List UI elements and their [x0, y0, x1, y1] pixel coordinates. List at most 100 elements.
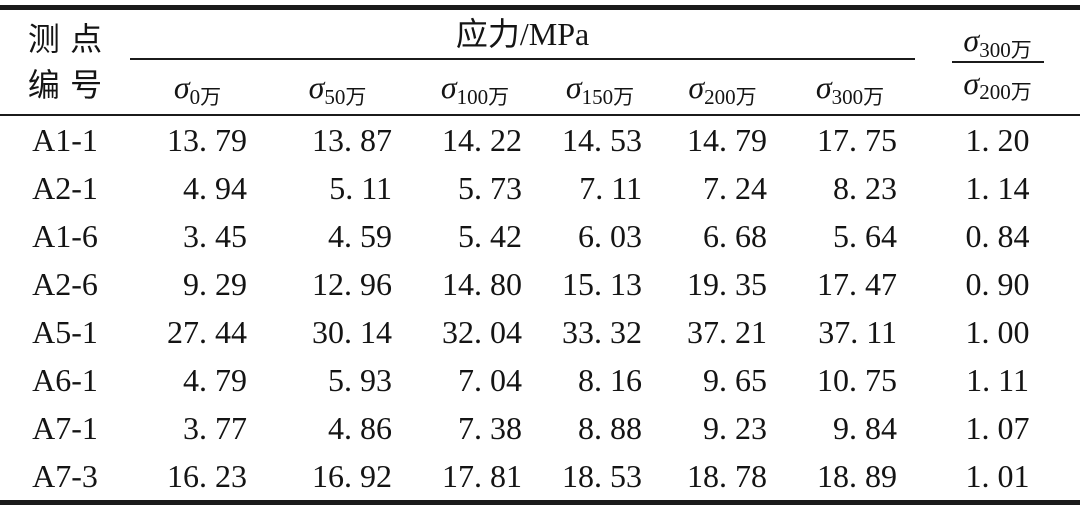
stress-value: 27. 44 [167, 314, 247, 350]
point-id: A2-1 [32, 170, 98, 206]
table-body: A1-1 13. 79 13. 87 14. 22 14. 53 14. 79 17. 75… [0, 115, 1080, 503]
stress-value: 17. 81 [442, 458, 522, 494]
col-header-point-id: 测点 编号 [0, 7, 130, 116]
ratio-value: 0. 84 [965, 218, 1030, 254]
point-id: A7-1 [32, 410, 98, 446]
stress-value: 3. 77 [183, 410, 247, 446]
stress-value: 8. 16 [578, 362, 642, 398]
stress-value: 16. 92 [312, 458, 392, 494]
group-header-label: 应力/MPa [455, 16, 590, 52]
stress-value: 4. 94 [183, 170, 247, 206]
stress-value: 7. 24 [703, 170, 767, 206]
stress-value: 4. 59 [328, 218, 392, 254]
col-header-sigma-0: σ0万 [130, 59, 265, 116]
point-id: A6-1 [32, 362, 98, 398]
stress-value: 14. 22 [442, 122, 522, 158]
stress-value: 15. 13 [562, 266, 642, 302]
ratio-value: 1. 14 [965, 170, 1030, 206]
stress-value: 8. 88 [578, 410, 642, 446]
ratio-value: 1. 00 [965, 314, 1030, 350]
table-row: A7-1 3. 77 4. 86 7. 38 8. 88 9. 23 9. 84 1. 07 [0, 404, 1080, 452]
stress-value: 3. 45 [183, 218, 247, 254]
stress-value: 4. 79 [183, 362, 247, 398]
col-header-stress-ratio: σ300万 σ200万 [915, 7, 1080, 116]
point-id: A2-6 [32, 266, 98, 302]
sigma-subscript: 150万 [581, 84, 635, 109]
stress-value: 33. 32 [562, 314, 642, 350]
col-header-sigma-300: σ300万 [785, 59, 916, 116]
fraction-bar [951, 60, 1044, 63]
header-row-sub: σ0万 σ50万 σ100万 σ150万 σ200万 σ300万 [0, 59, 1080, 116]
stress-value: 18. 78 [687, 458, 767, 494]
table-header: 测点 编号 应力/MPa σ300万 σ200万 σ0万 σ50万 σ100 [0, 7, 1080, 116]
stress-value: 4. 86 [328, 410, 392, 446]
table-row: A1-6 3. 45 4. 59 5. 42 6. 03 6. 68 5. 64 0. 84 [0, 212, 1080, 260]
stress-value: 13. 87 [312, 122, 392, 158]
stress-value: 6. 03 [578, 218, 642, 254]
table-row: A2-6 9. 29 12. 96 14. 80 15. 13 19. 35 17. 47 0… [0, 260, 1080, 308]
table-row: A7-3 16. 23 16. 92 17. 81 18. 53 18. 78 18. 89… [0, 452, 1080, 503]
stress-value: 13. 79 [167, 122, 247, 158]
stress-value: 5. 73 [458, 170, 522, 206]
stress-value: 7. 11 [579, 170, 642, 206]
ratio-value: 1. 11 [966, 362, 1029, 398]
table-row: A2-1 4. 94 5. 11 5. 73 7. 11 7. 24 8. 23 1. 14 [0, 164, 1080, 212]
header-row-top: 测点 编号 应力/MPa σ300万 σ200万 [0, 7, 1080, 116]
stress-value: 5. 64 [833, 218, 898, 254]
group-header-stress-mpa: 应力/MPa [130, 7, 916, 60]
stress-table: 测点 编号 应力/MPa σ300万 σ200万 σ0万 σ50万 σ100 [0, 5, 1080, 505]
stress-value: 9. 84 [833, 410, 898, 446]
point-id: A1-1 [32, 122, 98, 158]
point-id-label-line2: 编号 [27, 67, 113, 103]
stress-value: 32. 04 [442, 314, 522, 350]
sigma-subscript: 200万 [979, 80, 1032, 105]
ratio-value: 0. 90 [965, 266, 1030, 302]
table-row: A5-1 27. 44 30. 14 32. 04 33. 32 37. 21 37. 11… [0, 308, 1080, 356]
stress-value: 17. 47 [817, 266, 898, 302]
ratio-value: 1. 20 [965, 122, 1030, 158]
stress-value: 5. 93 [328, 362, 392, 398]
point-id: A5-1 [32, 314, 98, 350]
sigma-symbol: σ [308, 69, 325, 105]
col-header-sigma-50: σ50万 [265, 59, 410, 116]
sigma-symbol: σ [963, 21, 980, 58]
stress-value: 7. 38 [458, 410, 522, 446]
sigma-subscript: 300万 [979, 37, 1032, 62]
table-row: A1-1 13. 79 13. 87 14. 22 14. 53 14. 79 17. 75… [0, 115, 1080, 164]
sigma-subscript: 200万 [704, 84, 757, 109]
point-id: A1-6 [32, 218, 98, 254]
stress-value: 12. 96 [312, 266, 392, 302]
stress-table-container: 测点 编号 应力/MPa σ300万 σ200万 σ0万 σ50万 σ100 [0, 5, 1080, 505]
stress-value: 37. 21 [687, 314, 767, 350]
stress-value: 18. 89 [817, 458, 898, 494]
stress-value: 9. 29 [183, 266, 247, 302]
point-id: A7-3 [32, 458, 98, 494]
point-id-label-line1: 测点 [27, 20, 113, 57]
ratio-value: 1. 07 [965, 410, 1030, 446]
stress-value: 37. 11 [818, 314, 898, 350]
ratio-numerator: σ300万 [952, 21, 1044, 61]
sigma-symbol: σ [815, 69, 832, 105]
stress-value: 17. 75 [817, 122, 898, 158]
stress-value: 14. 79 [687, 122, 767, 158]
ratio-denominator: σ200万 [952, 64, 1044, 105]
sigma-subscript: 50万 [324, 84, 367, 109]
stress-value: 14. 53 [562, 122, 642, 158]
col-header-sigma-100: σ100万 [410, 59, 540, 116]
sigma-symbol: σ [688, 69, 705, 105]
stress-value: 6. 68 [703, 218, 767, 254]
col-header-sigma-150: σ150万 [540, 59, 660, 116]
sigma-symbol: σ [565, 69, 582, 105]
stress-value: 18. 53 [562, 458, 642, 494]
stress-value: 5. 42 [458, 218, 522, 254]
sigma-subscript: 0万 [189, 84, 222, 109]
sigma-subscript: 100万 [456, 84, 510, 109]
stress-value: 10. 75 [817, 362, 898, 398]
sigma-symbol: σ [963, 64, 980, 101]
stress-value: 14. 80 [442, 266, 522, 302]
stress-value: 9. 65 [703, 362, 767, 398]
sigma-symbol: σ [440, 69, 457, 105]
table-row: A6-1 4. 79 5. 93 7. 04 8. 16 9. 65 10. 75 1. 11 [0, 356, 1080, 404]
stress-value: 9. 23 [703, 410, 767, 446]
sigma-subscript: 300万 [831, 84, 885, 109]
